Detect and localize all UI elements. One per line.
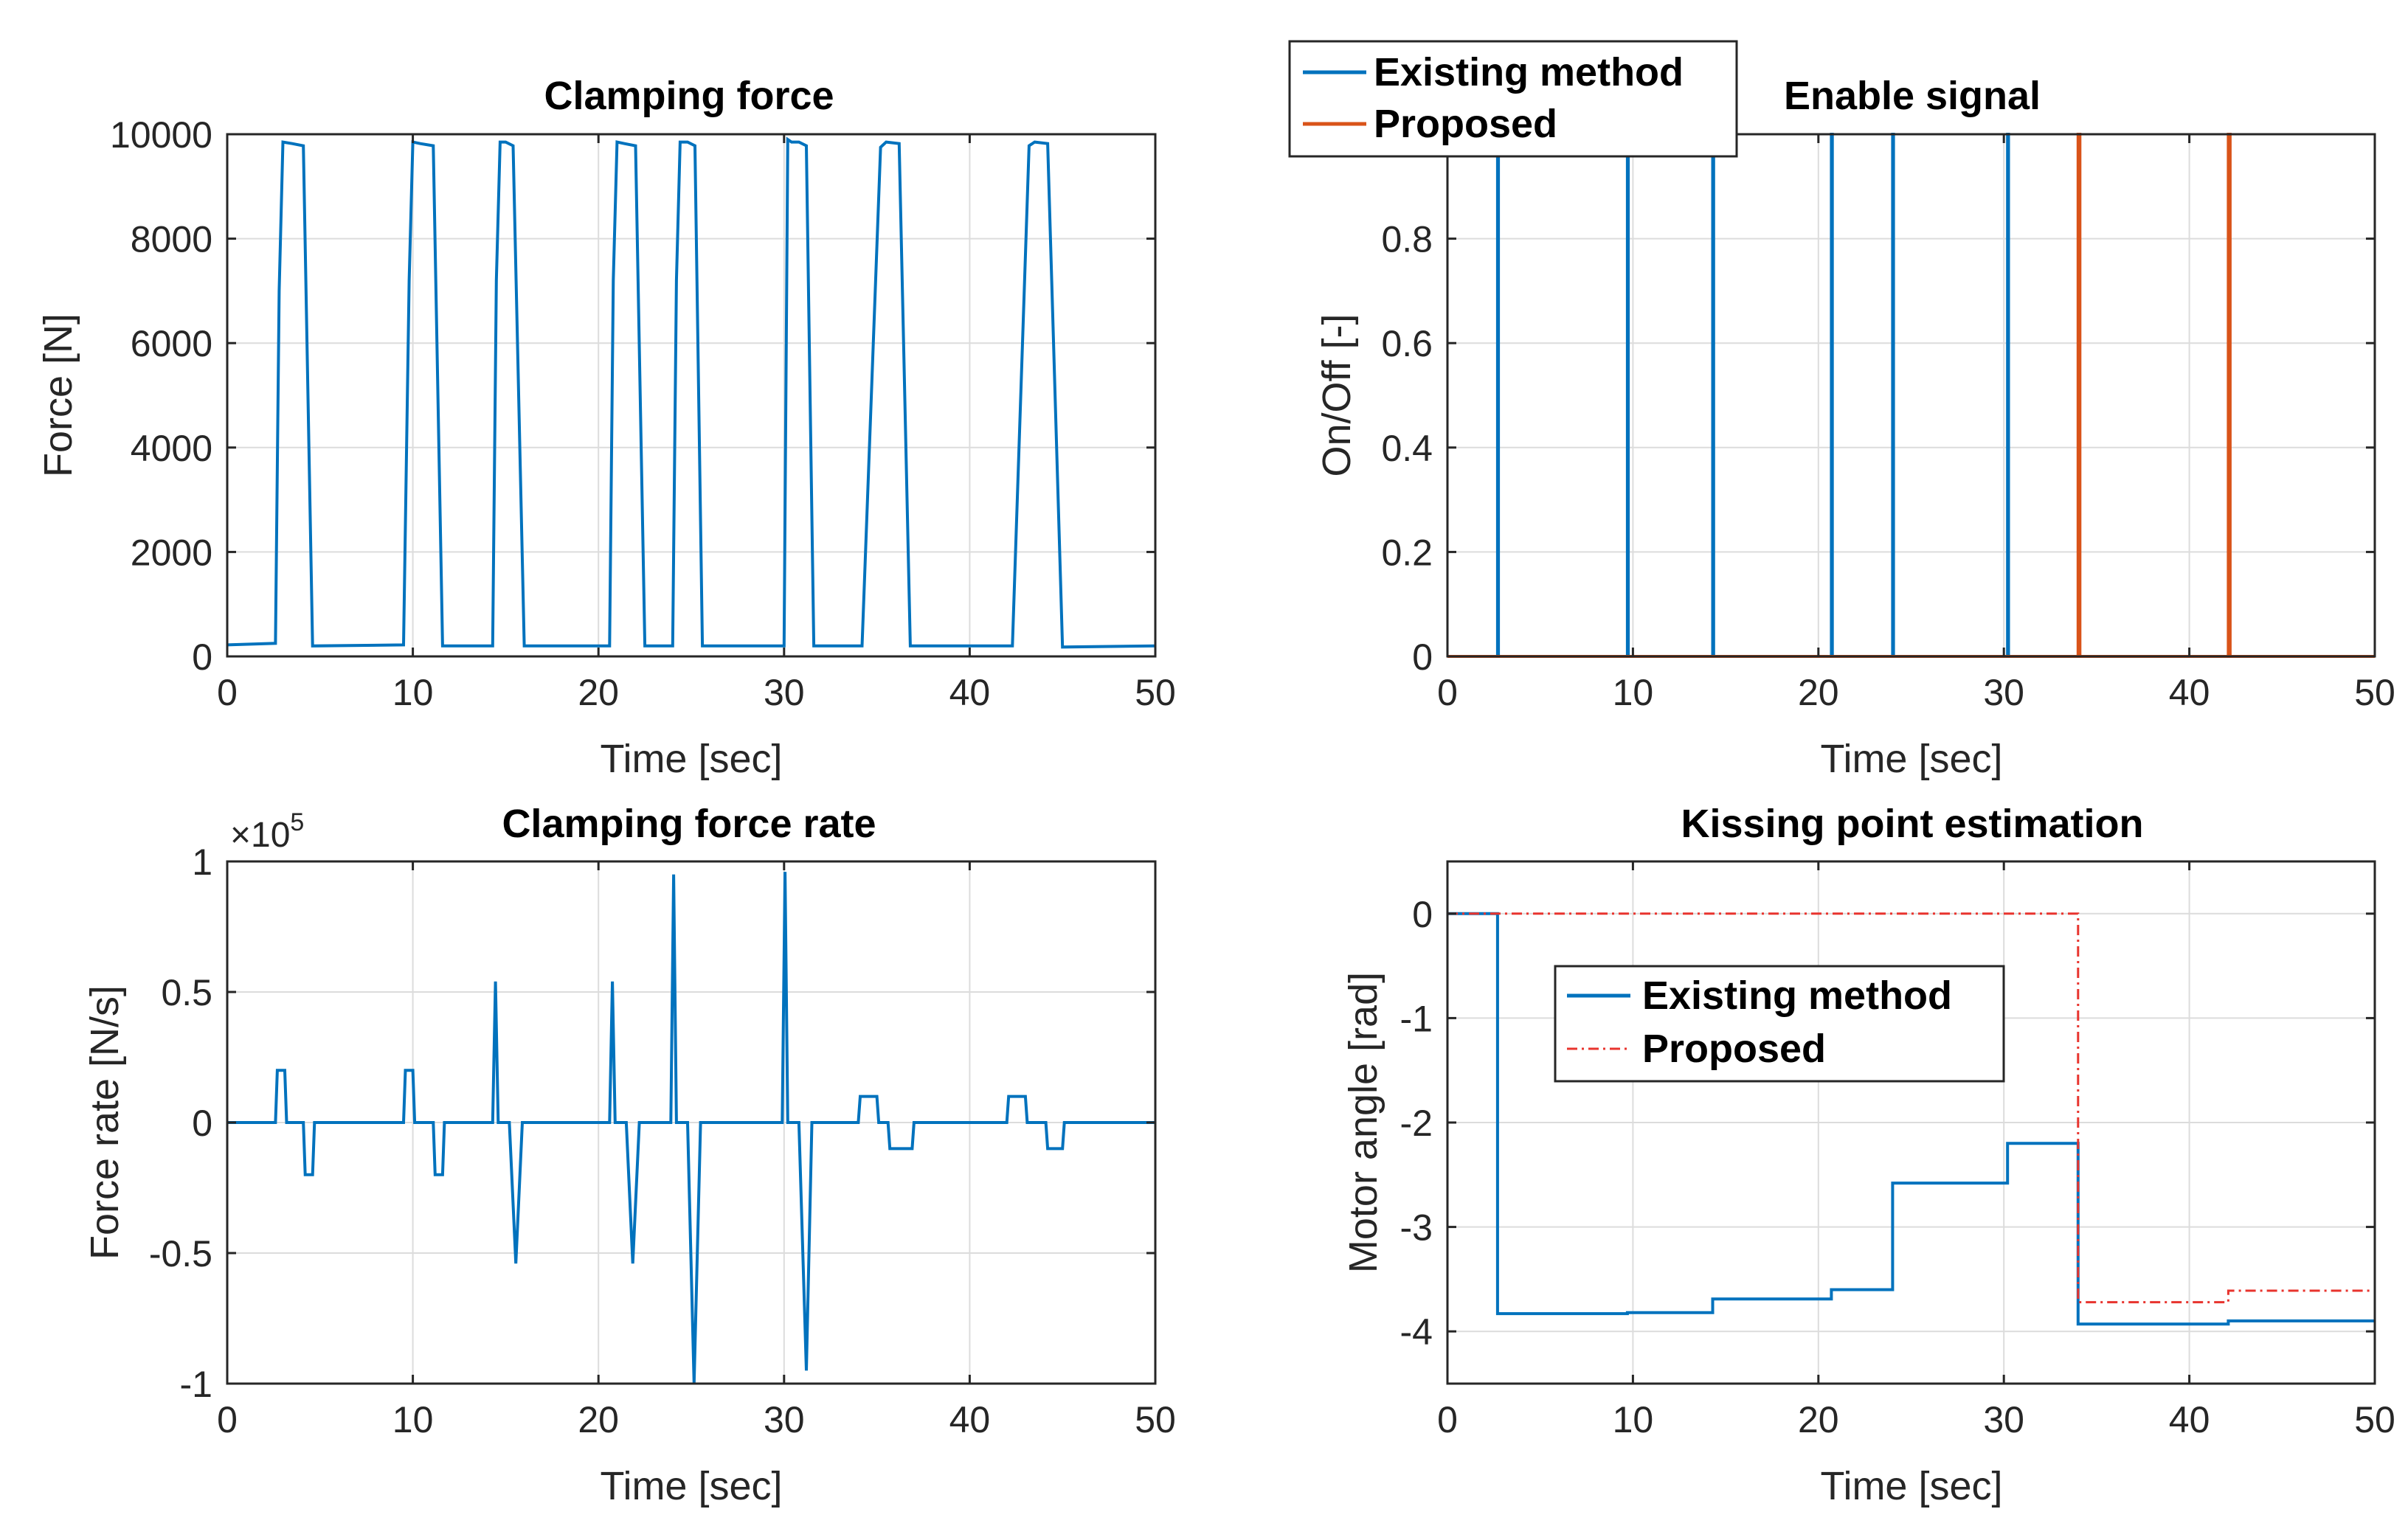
y-tick-label: 0.2 xyxy=(1381,532,1433,573)
y-tick-label: -1 xyxy=(1400,998,1433,1039)
y-tick-label: 8000 xyxy=(131,219,212,260)
plot-area xyxy=(227,872,1155,1384)
x-tick-label: 10 xyxy=(1613,672,1654,713)
y-axis-label: Force rate [N/s] xyxy=(83,985,127,1260)
series-line-clamping-force-rate xyxy=(227,872,1155,1384)
series-line-proposed xyxy=(1447,133,2375,658)
x-tick-label: 0 xyxy=(217,1399,238,1440)
y-tick-label: 2000 xyxy=(131,532,212,573)
legend: Existing method Proposed xyxy=(1554,965,2005,1083)
x-tick-label: 10 xyxy=(392,672,434,713)
series-line-clamping-force xyxy=(226,136,1156,649)
legend-label-existing: Existing method xyxy=(1642,974,1952,1018)
x-axis-label: Time [sec] xyxy=(600,1464,782,1508)
y-tick-label: -1 xyxy=(180,1364,212,1405)
ticks: 0 10 20 30 40 50 -4 -3 -2 -1 0 xyxy=(1400,861,2395,1440)
y-tick-label: 0 xyxy=(1412,636,1433,678)
x-axis-label: Time [sec] xyxy=(600,737,782,781)
axes-box xyxy=(1446,133,2376,658)
y-axis-label: On/Off [-] xyxy=(1315,313,1359,476)
x-tick-label: 0 xyxy=(1437,672,1458,713)
ticks: 0 10 20 30 40 50 0 2000 4000 6000 8000 10000 xyxy=(110,114,1176,713)
grid xyxy=(1447,861,2375,1384)
grid xyxy=(1447,134,2375,656)
plot-area xyxy=(226,136,1156,649)
y-tick-label: 0.8 xyxy=(1381,219,1433,260)
series-line-existing-method xyxy=(1447,912,2375,1326)
chart-title: Clamping force xyxy=(544,74,834,118)
legend-box xyxy=(1288,40,1738,158)
legend-box xyxy=(1554,965,2005,1083)
y-tick-label: 0 xyxy=(192,636,212,678)
series-line-proposed xyxy=(1447,912,2375,1304)
ticks: 0 10 20 30 40 50 -1 -0.5 0 0.5 1 xyxy=(149,842,1176,1440)
series-line-existing-method xyxy=(1447,133,2375,658)
x-axis-label: Time [sec] xyxy=(1820,1464,2002,1508)
y-tick-label: 0 xyxy=(192,1103,212,1144)
x-tick-label: 30 xyxy=(764,1399,805,1440)
y-tick-label: 10000 xyxy=(110,114,212,156)
exponent-label: ×105 xyxy=(230,808,304,855)
exponent-base: ×10 xyxy=(230,816,290,855)
chart-kissing-point-estimation: Kissing point estimation 0 10 20 30 40 50 -4 -3… xyxy=(1341,802,2395,1508)
chart-title: Enable signal xyxy=(1784,74,2041,118)
y-tick-label: -4 xyxy=(1400,1311,1433,1353)
y-tick-label: 1 xyxy=(192,842,212,883)
x-tick-label: 30 xyxy=(764,672,805,713)
x-tick-label: 40 xyxy=(2169,672,2210,713)
x-tick-label: 40 xyxy=(2169,1399,2210,1440)
x-tick-label: 30 xyxy=(1983,1399,2024,1440)
x-tick-label: 0 xyxy=(1437,1399,1458,1440)
x-tick-label: 20 xyxy=(1798,672,1839,713)
y-tick-label: -2 xyxy=(1400,1103,1433,1144)
x-axis-label: Time [sec] xyxy=(1820,737,2002,781)
x-tick-label: 20 xyxy=(1798,1399,1839,1440)
x-tick-label: 20 xyxy=(578,672,619,713)
y-axis-label: Force [N] xyxy=(36,313,80,477)
chart-enable-signal: Enable signal 0102030405000.20.40.60.81 … xyxy=(1288,40,2395,781)
x-tick-label: 50 xyxy=(2354,672,2395,713)
y-tick-label: -0.5 xyxy=(149,1233,212,1274)
y-tick-label: -3 xyxy=(1400,1207,1433,1249)
grid xyxy=(227,134,1155,656)
y-tick-label: 0.6 xyxy=(1381,323,1433,364)
x-tick-label: 30 xyxy=(1983,672,2024,713)
legend: Existing method Proposed xyxy=(1288,40,1738,158)
legend-label-existing: Existing method xyxy=(1374,50,1684,94)
x-tick-label: 10 xyxy=(392,1399,434,1440)
y-tick-label: 0.4 xyxy=(1381,428,1433,469)
chart-title: Kissing point estimation xyxy=(1681,802,2143,846)
y-tick-label: 6000 xyxy=(131,323,212,364)
x-tick-label: 20 xyxy=(578,1399,619,1440)
x-tick-label: 40 xyxy=(949,672,991,713)
x-tick-label: 50 xyxy=(2354,1399,2395,1440)
chart-clamping-force-rate: Clamping force rate ×105 0 10 20 30 40 50-1-0… xyxy=(83,802,1176,1508)
y-tick-label: 4000 xyxy=(131,428,212,469)
x-tick-label: 40 xyxy=(949,1399,991,1440)
legend-label-proposed: Proposed xyxy=(1642,1027,1826,1071)
x-tick-label: 0 xyxy=(217,672,238,713)
y-tick-label: 0.5 xyxy=(161,972,212,1013)
axes-box xyxy=(226,133,1157,658)
exponent-power: 5 xyxy=(290,808,304,836)
y-axis-label: Motor angle [rad] xyxy=(1341,972,1385,1273)
chart-title: Clamping force rate xyxy=(502,802,876,846)
x-tick-label: 50 xyxy=(1135,672,1176,713)
x-tick-label: 50 xyxy=(1135,1399,1176,1440)
plot-area xyxy=(1447,133,2375,658)
x-tick-label: 10 xyxy=(1613,1399,1654,1440)
chart-clamping-force: Clamping force 0 10 20 30 40 50 0 2000 4000 6000 8… xyxy=(36,74,1176,781)
plot-area xyxy=(1447,912,2375,1326)
legend-label-proposed: Proposed xyxy=(1374,102,1557,146)
y-tick-label: 0 xyxy=(1412,894,1433,935)
